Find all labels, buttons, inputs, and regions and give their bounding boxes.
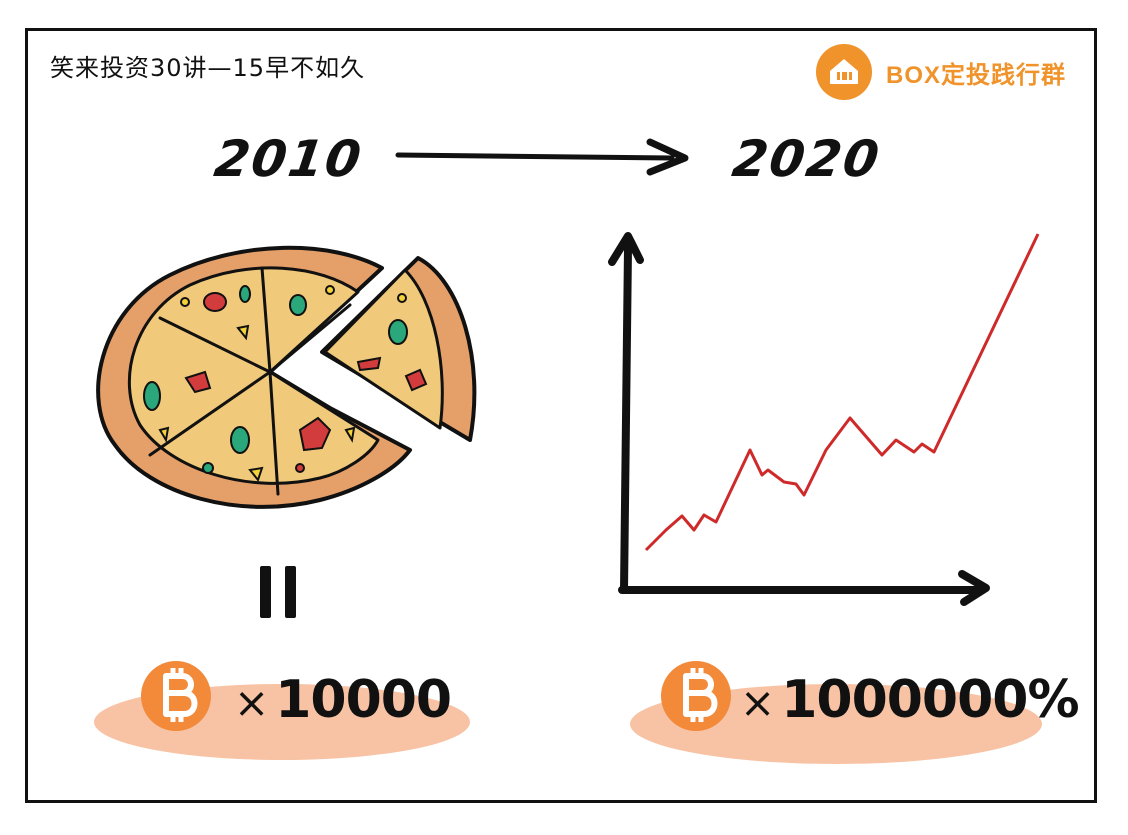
equals-sign — [256, 566, 300, 618]
times-symbol: × — [234, 678, 270, 727]
growth-amount-value: 1000000% — [781, 670, 1079, 730]
pizza-icon — [96, 245, 412, 509]
page-title: 笑来投资30讲—15早不如久 — [50, 54, 366, 82]
times-symbol: × — [740, 678, 776, 727]
growth-amount: × 1000000% — [740, 670, 1080, 730]
pizza-slice-icon — [320, 256, 477, 442]
house-logo-icon — [816, 44, 872, 100]
brand-badge: BOX定投践行群 — [816, 44, 1066, 100]
bitcoin-icon — [661, 661, 731, 731]
equals-bar — [260, 566, 271, 618]
brand-name: BOX定投践行群 — [886, 61, 1067, 89]
pizza-price-amount: 10000 — [275, 670, 452, 730]
bitcoin-icon — [141, 661, 211, 731]
equals-bar — [285, 566, 296, 618]
price-line — [644, 233, 1040, 552]
growth-chart — [608, 232, 1040, 606]
panel-frame — [25, 28, 1097, 803]
pizza-price: × 10000 — [234, 670, 452, 730]
highlight-blob-right — [630, 684, 1042, 764]
timeline-arrow — [395, 138, 689, 176]
